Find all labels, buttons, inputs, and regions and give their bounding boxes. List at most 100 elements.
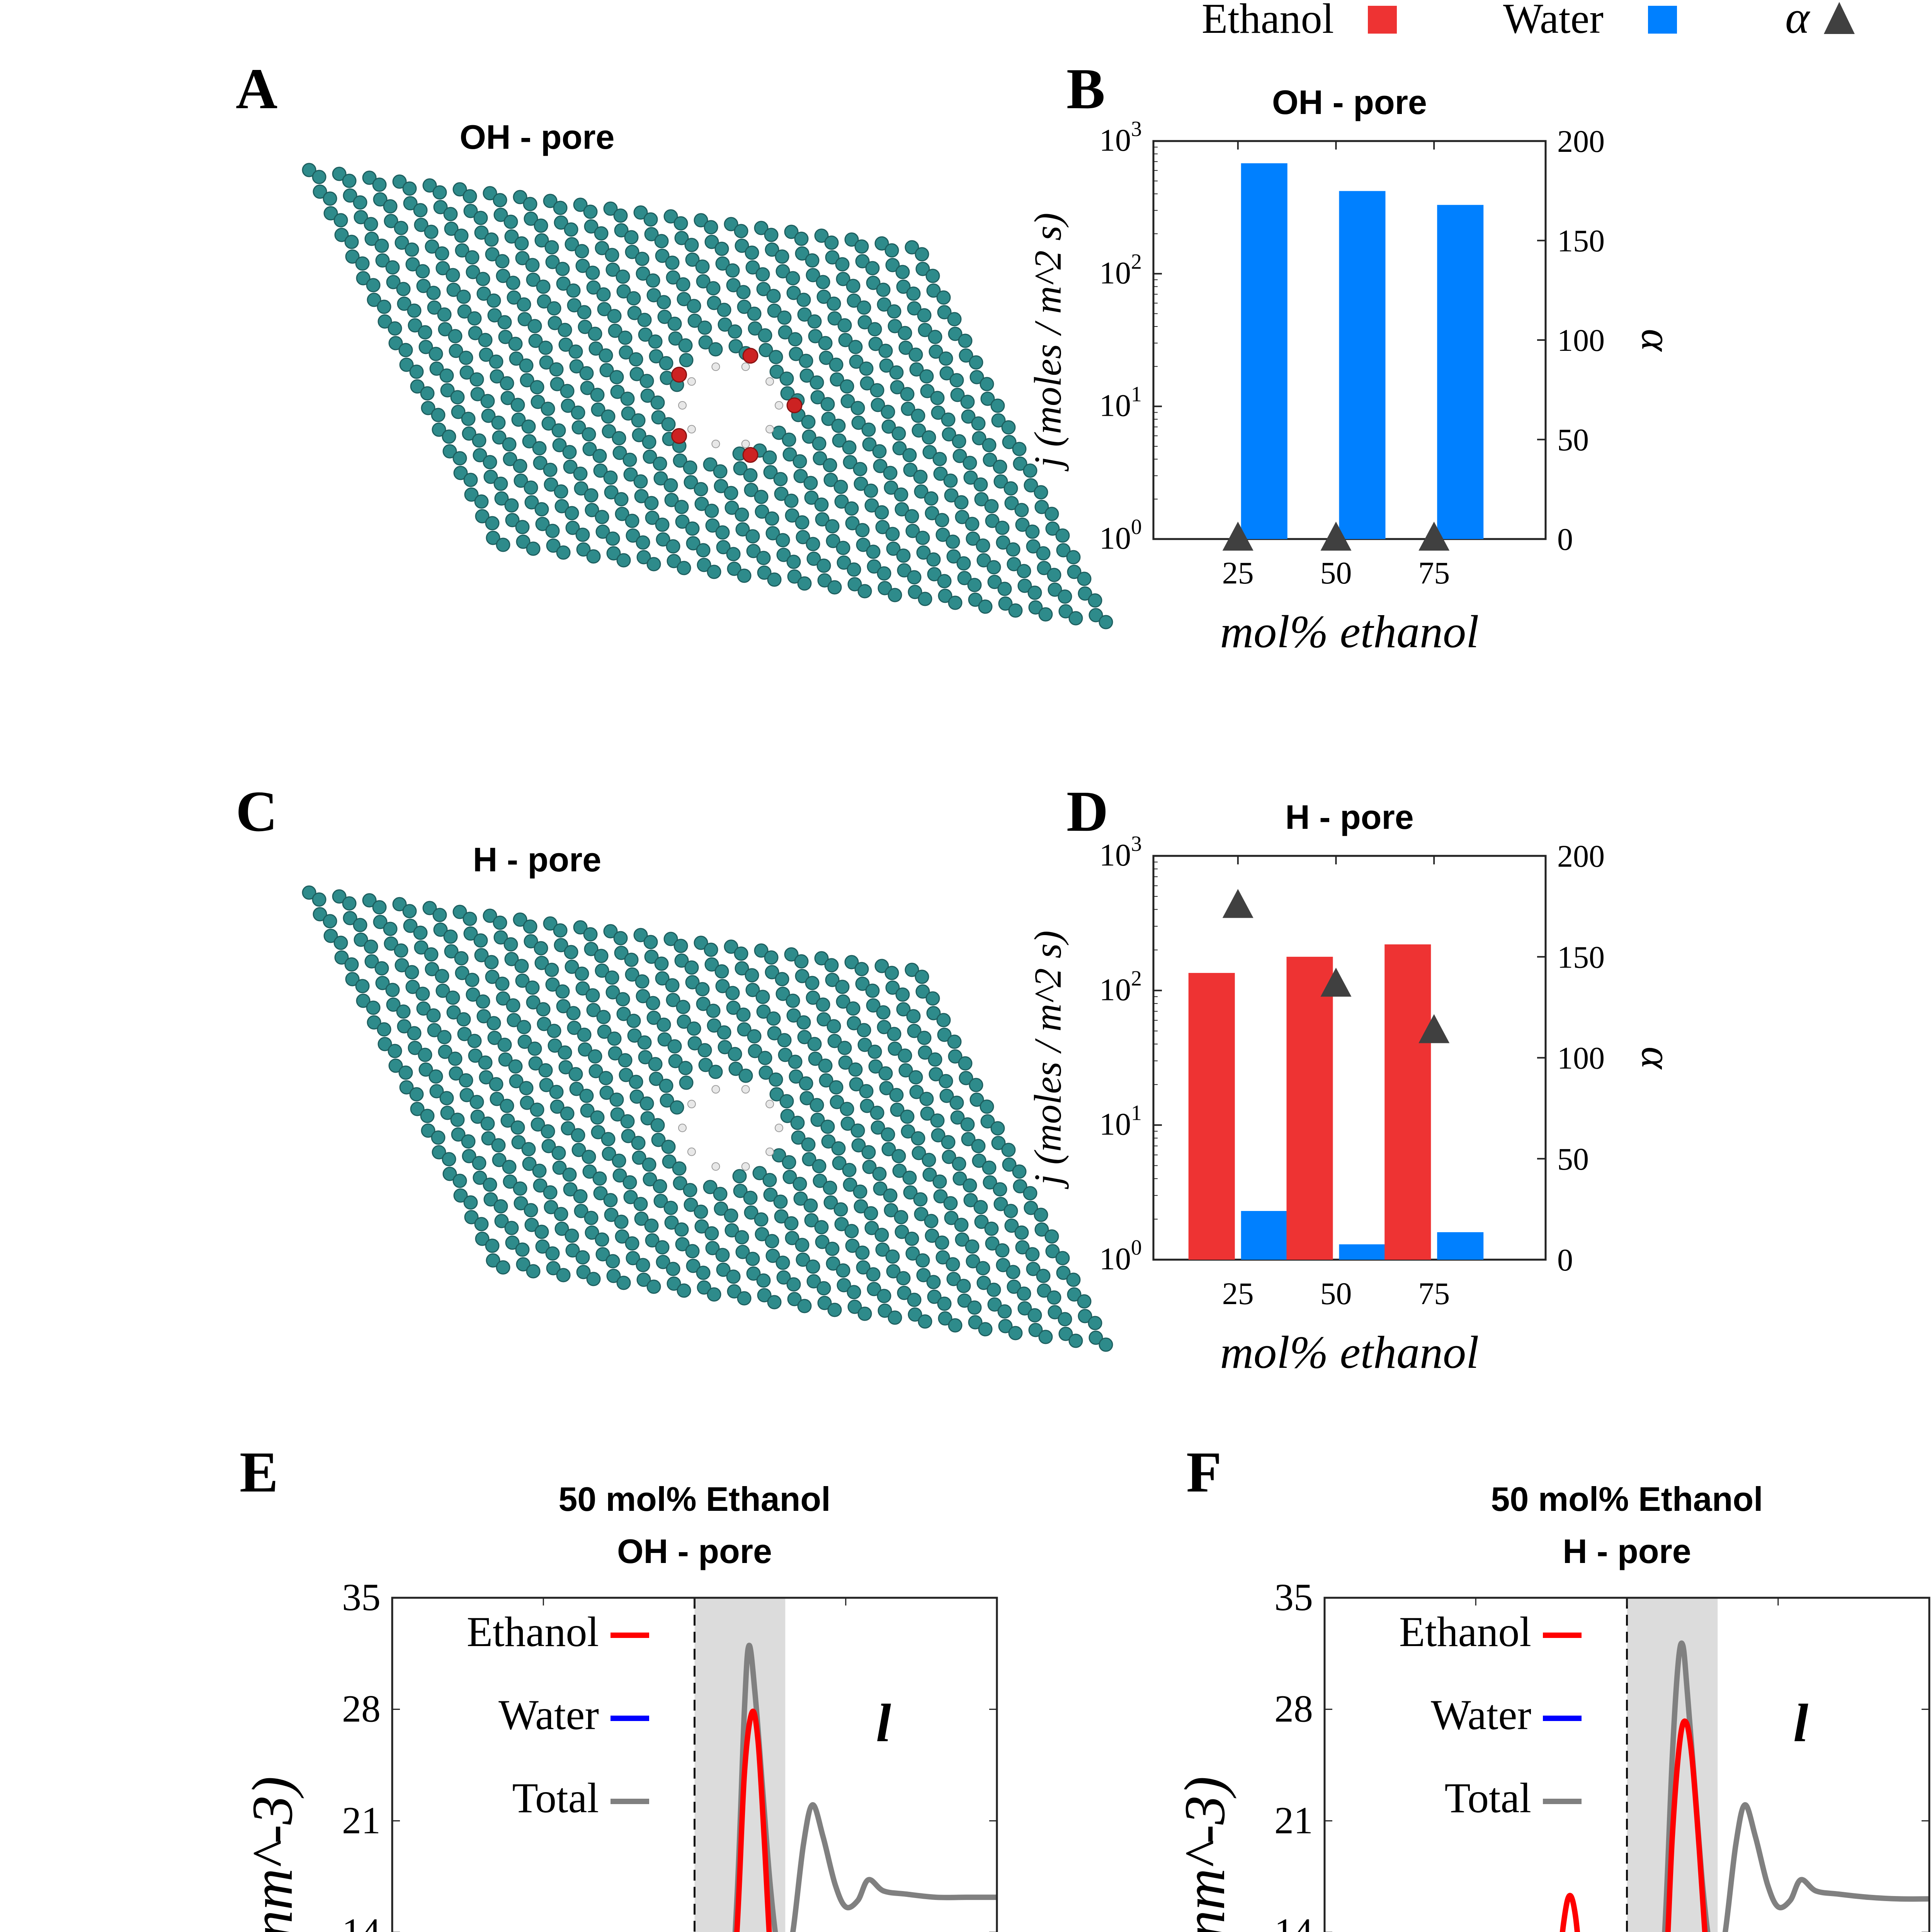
carbon-atom bbox=[978, 1322, 993, 1337]
y2-tick-label: 150 bbox=[1557, 939, 1605, 975]
carbon-atom bbox=[817, 573, 832, 588]
x-tick-label: 50 bbox=[1320, 1276, 1352, 1311]
carbon-atom bbox=[409, 1087, 424, 1102]
carbon-atom bbox=[481, 408, 496, 423]
carbon-atom bbox=[553, 923, 568, 938]
carbon-atom bbox=[874, 505, 889, 520]
y2-axis-label: α bbox=[1633, 329, 1680, 352]
carbon-atom bbox=[915, 262, 930, 276]
carbon-atom bbox=[980, 391, 995, 406]
carbon-atom bbox=[429, 361, 444, 376]
legend-label-ethanol: Ethanol bbox=[1399, 1608, 1531, 1655]
carbon-atom bbox=[497, 1037, 512, 1052]
carbon-atom bbox=[886, 541, 901, 556]
carbon-atom bbox=[561, 398, 575, 413]
carbon-atom bbox=[403, 918, 418, 933]
carbon-atom bbox=[855, 1245, 870, 1260]
carbon-atom bbox=[897, 1286, 912, 1300]
carbon-atom bbox=[1088, 1330, 1103, 1345]
carbon-atom bbox=[836, 541, 850, 555]
carbon-atom bbox=[913, 1192, 928, 1207]
carbon-atom bbox=[876, 282, 891, 297]
carbon-atom bbox=[978, 599, 993, 614]
carbon-atom bbox=[938, 1311, 952, 1326]
carbon-atom bbox=[826, 1256, 840, 1271]
carbon-atom bbox=[395, 958, 409, 973]
carbon-atom bbox=[846, 279, 861, 293]
carbon-atom bbox=[456, 289, 471, 304]
carbon-atom bbox=[789, 1069, 803, 1084]
carbon-atom bbox=[883, 1188, 898, 1203]
carbon-atom bbox=[493, 1199, 508, 1214]
carbon-atom bbox=[373, 915, 388, 929]
carbon-atom bbox=[486, 531, 500, 545]
carbon-atom bbox=[554, 215, 568, 230]
carbon-atom bbox=[388, 1058, 403, 1073]
carbon-atom bbox=[494, 1214, 509, 1228]
carbon-atom bbox=[377, 299, 391, 314]
carbon-atom bbox=[456, 1012, 471, 1027]
carbon-atom bbox=[890, 380, 905, 395]
carbon-atom bbox=[343, 911, 357, 925]
carbon-atom bbox=[855, 976, 870, 991]
carbon-atom bbox=[929, 1067, 943, 1082]
carbon-atom bbox=[422, 178, 437, 193]
carbon-atom bbox=[930, 391, 945, 405]
carbon-atom bbox=[500, 1113, 515, 1128]
carbon-atom bbox=[941, 1135, 956, 1150]
carbon-atom bbox=[954, 1218, 969, 1232]
carbon-atom bbox=[825, 250, 840, 265]
carbon-atom bbox=[673, 216, 688, 231]
carbon-atom bbox=[1056, 1265, 1071, 1280]
carbon-atom bbox=[776, 548, 791, 562]
y2-tick-label: 200 bbox=[1557, 124, 1605, 159]
carbon-atom bbox=[918, 1045, 932, 1060]
carbon-atom bbox=[454, 228, 469, 243]
carbon-atom bbox=[810, 390, 825, 405]
carbon-atom bbox=[633, 205, 648, 220]
carbon-atom bbox=[655, 248, 670, 263]
carbon-atom bbox=[609, 1092, 624, 1107]
carbon-atom bbox=[735, 238, 749, 253]
carbon-atom bbox=[313, 907, 327, 922]
y-tick-label: 103 bbox=[1099, 832, 1142, 872]
carbon-atom bbox=[575, 244, 589, 259]
carbon-atom bbox=[776, 986, 790, 1001]
carbon-atom bbox=[554, 499, 569, 514]
carbon-atom bbox=[695, 982, 710, 997]
carbon-atom bbox=[867, 1044, 882, 1059]
carbon-atom bbox=[354, 210, 368, 224]
carbon-atom bbox=[735, 1230, 749, 1245]
carbon-atom bbox=[807, 1037, 822, 1051]
carbon-atom bbox=[577, 305, 592, 320]
carbon-atom bbox=[810, 375, 824, 390]
carbon-atom bbox=[745, 1252, 760, 1266]
carbon-atom bbox=[756, 551, 771, 565]
carbon-atom bbox=[851, 415, 866, 430]
carbon-atom bbox=[475, 509, 490, 524]
carbon-atom bbox=[799, 354, 813, 368]
carbon-atom bbox=[664, 493, 679, 507]
carbon-atom bbox=[915, 531, 930, 545]
carbon-atom bbox=[649, 1071, 663, 1086]
carbon-atom bbox=[620, 1114, 635, 1129]
carbon-atom bbox=[657, 1032, 672, 1047]
carbon-atom bbox=[435, 246, 449, 261]
carbon-atom bbox=[942, 1150, 956, 1164]
carbon-atom bbox=[538, 340, 553, 355]
carbon-atom bbox=[901, 401, 915, 416]
carbon-atom bbox=[836, 994, 850, 1009]
carbon-atom bbox=[656, 295, 671, 310]
carbon-atom bbox=[643, 935, 658, 949]
carbon-atom bbox=[378, 314, 392, 329]
carbon-atom bbox=[385, 260, 400, 275]
carbon-atom bbox=[959, 1071, 973, 1085]
carbon-atom bbox=[726, 547, 741, 561]
carbon-atom bbox=[840, 1102, 854, 1116]
carbon-atom bbox=[993, 1182, 1007, 1197]
carbon-atom bbox=[550, 1099, 565, 1114]
carbon-atom bbox=[579, 1088, 594, 1103]
carbon-atom bbox=[812, 436, 827, 451]
carbon-atom bbox=[415, 264, 430, 279]
carbon-atom bbox=[590, 388, 605, 402]
